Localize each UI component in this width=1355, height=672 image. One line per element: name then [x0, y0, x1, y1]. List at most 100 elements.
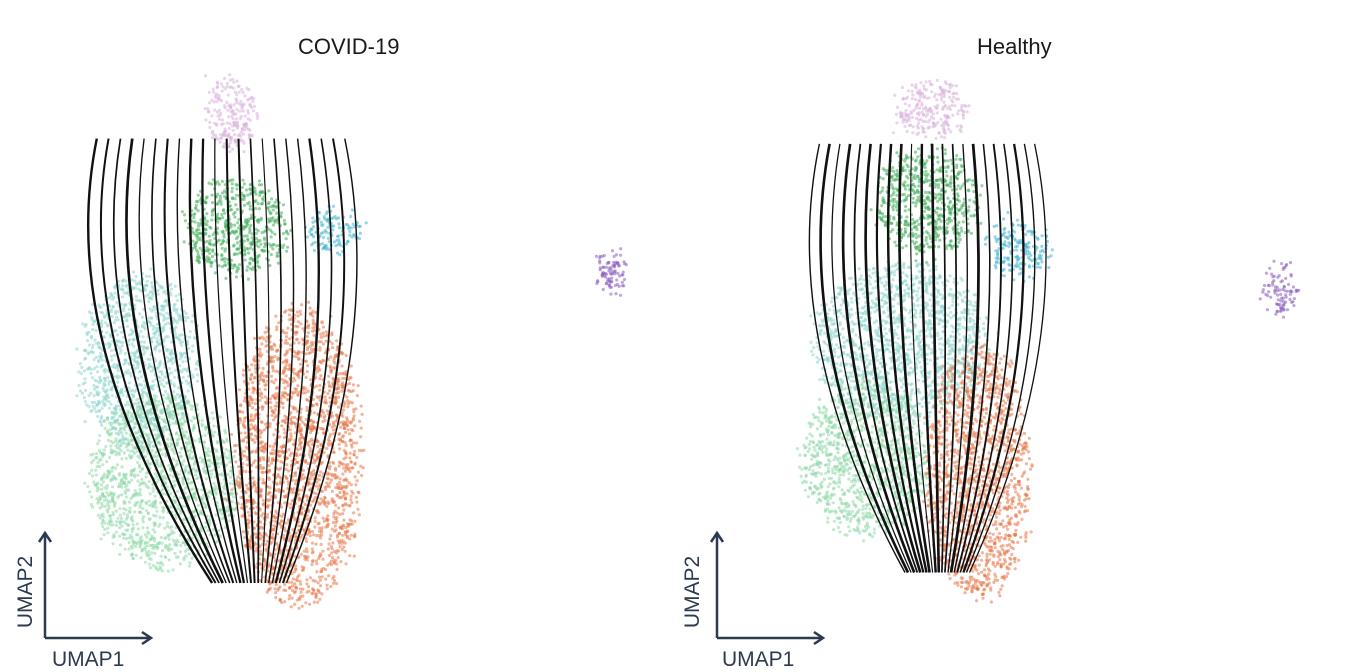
cell-point — [200, 424, 204, 428]
cell-point — [207, 101, 212, 105]
cell-point — [205, 223, 209, 227]
cell-point — [235, 126, 239, 130]
cell-point — [218, 415, 222, 419]
cell-point — [246, 265, 250, 269]
cell-point — [351, 466, 355, 470]
cell-point — [177, 472, 181, 477]
cell-point — [279, 505, 283, 509]
cell-point — [235, 140, 239, 144]
cell-point — [134, 350, 138, 354]
cell-point — [305, 347, 310, 352]
cell-point — [312, 533, 316, 537]
cell-point — [115, 363, 119, 367]
cell-point — [175, 392, 180, 396]
cell-point — [133, 425, 137, 429]
cell-point — [352, 232, 356, 237]
cell-point — [350, 519, 354, 523]
cell-point — [187, 552, 191, 556]
cell-point — [127, 361, 131, 365]
cell-point — [132, 469, 136, 473]
cell-point — [182, 517, 187, 522]
cell-point — [139, 500, 143, 504]
cell-point — [277, 454, 282, 458]
cell-point — [116, 310, 120, 314]
cell-point — [339, 425, 343, 429]
cell-point — [315, 453, 319, 457]
cell-point — [305, 341, 309, 345]
cell-point — [215, 232, 219, 236]
cell-point — [85, 331, 89, 335]
cell-point — [343, 426, 347, 430]
cell-point — [192, 215, 196, 220]
cell-point — [166, 569, 170, 573]
cell-point — [311, 550, 315, 554]
cell-point — [219, 136, 223, 140]
cell-point — [97, 342, 101, 346]
cell-point — [136, 461, 140, 465]
cell-point — [325, 473, 330, 477]
cell-point — [271, 448, 275, 452]
cell-point — [183, 219, 188, 223]
cell-point — [210, 98, 214, 102]
cell-point — [135, 533, 139, 537]
cell-point — [230, 190, 234, 194]
cell-point — [165, 521, 170, 525]
cell-point — [212, 424, 216, 428]
cell-point — [308, 439, 312, 443]
cell-point — [164, 292, 168, 296]
cell-point — [190, 556, 194, 560]
cell-point — [289, 434, 293, 438]
cell-point — [249, 413, 253, 417]
cell-point — [106, 531, 110, 535]
cell-point — [317, 557, 321, 561]
cell-point — [155, 340, 159, 344]
cell-point — [114, 431, 118, 435]
cell-point — [328, 467, 332, 471]
cell-point — [114, 439, 118, 443]
cell-point — [120, 438, 124, 442]
cell-point — [353, 449, 357, 453]
cell-point — [130, 412, 134, 416]
cell-point — [238, 404, 243, 408]
cell-point — [172, 479, 176, 483]
cell-point — [87, 405, 91, 409]
cell-point — [339, 560, 343, 564]
cell-point — [235, 117, 239, 121]
cell-point — [352, 414, 356, 418]
cell-point — [179, 343, 183, 347]
cell-point — [289, 437, 293, 441]
cell-point — [348, 554, 352, 558]
cell-point — [166, 437, 170, 441]
cell-point — [280, 211, 284, 215]
cell-point — [317, 367, 321, 371]
cell-point — [285, 463, 289, 467]
cell-point — [248, 226, 252, 230]
cell-point — [276, 501, 280, 505]
cell-point — [108, 514, 112, 518]
cell-point — [346, 240, 350, 244]
cell-point — [220, 246, 224, 250]
cell-point — [288, 347, 292, 352]
cell-point — [292, 390, 296, 394]
cell-point — [244, 469, 248, 474]
cell-point — [226, 472, 230, 477]
cell-point — [127, 453, 132, 457]
cell-point — [130, 443, 134, 447]
cell-point — [305, 405, 309, 410]
cell-point — [308, 534, 312, 538]
cell-point — [182, 556, 186, 560]
cell-point — [99, 537, 103, 541]
cell-point — [150, 551, 154, 555]
cell-point — [314, 484, 318, 488]
cell-point — [168, 350, 172, 354]
cell-point — [208, 251, 212, 256]
cell-point — [174, 516, 178, 520]
cell-point — [337, 437, 341, 441]
cell-point — [252, 104, 257, 109]
cell-point — [246, 525, 251, 530]
cell-point — [127, 480, 132, 485]
cell-point — [160, 330, 164, 334]
cell-point — [352, 511, 356, 515]
cell-point — [290, 580, 294, 585]
cell-point — [79, 371, 83, 375]
